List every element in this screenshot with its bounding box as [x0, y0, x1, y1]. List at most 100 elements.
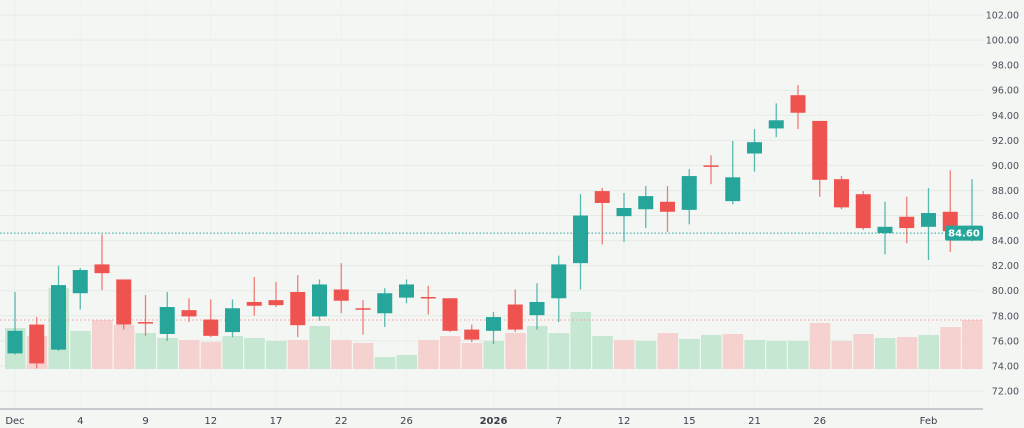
candle-body — [790, 95, 806, 113]
candle[interactable] — [921, 187, 936, 261]
x-tick-label: 26 — [813, 416, 826, 427]
candle[interactable] — [529, 283, 545, 330]
volume-bar — [853, 334, 874, 369]
volume-bar — [113, 325, 135, 369]
volume-bar — [200, 342, 222, 369]
volume-bar — [527, 326, 548, 369]
x-tick-label: 7 — [556, 416, 562, 427]
y-tick-label: 76.00 — [992, 336, 1019, 347]
volume-bar — [135, 333, 156, 369]
volume-bar — [722, 334, 744, 369]
candle[interactable] — [72, 268, 88, 310]
candle[interactable] — [312, 279, 327, 321]
candle-body — [681, 176, 697, 210]
x-tick-label: 4 — [77, 416, 83, 427]
volume-bar — [614, 340, 635, 369]
candle[interactable] — [877, 201, 893, 255]
volume-bar — [570, 312, 591, 369]
candle-body — [834, 179, 849, 208]
volume-bar — [266, 341, 287, 369]
x-tick-label: 21 — [748, 416, 761, 427]
candle-body — [464, 329, 480, 340]
x-tick-label: 17 — [270, 416, 283, 427]
candle[interactable] — [725, 140, 741, 205]
last-price-label-box — [945, 225, 983, 241]
volume-bar — [766, 341, 787, 369]
x-tick-label: 22 — [335, 416, 348, 427]
volume-bar — [70, 331, 91, 369]
candle-body — [420, 296, 436, 299]
candle[interactable] — [246, 276, 262, 316]
candle[interactable] — [333, 263, 349, 314]
candle[interactable] — [834, 176, 849, 210]
y-tick-label: 86.00 — [992, 211, 1019, 222]
candle[interactable] — [486, 312, 501, 344]
candle[interactable] — [203, 299, 219, 338]
volume-bar — [831, 341, 852, 369]
candle[interactable] — [855, 191, 871, 230]
x-tick-label: 12 — [204, 416, 217, 427]
candle[interactable] — [747, 129, 762, 172]
candle[interactable] — [399, 279, 414, 304]
volume-bar — [309, 326, 330, 369]
candle[interactable] — [138, 295, 153, 336]
candle-body — [507, 304, 523, 330]
y-tick-label: 80.00 — [992, 286, 1019, 297]
candle-body — [638, 196, 654, 210]
candle-body — [616, 208, 632, 217]
candle[interactable] — [290, 275, 306, 338]
candle[interactable] — [29, 317, 45, 369]
candle[interactable] — [790, 85, 806, 130]
candle[interactable] — [573, 194, 588, 290]
candle[interactable] — [225, 299, 240, 338]
candle[interactable] — [159, 291, 175, 341]
candle[interactable] — [899, 196, 915, 244]
candle[interactable] — [51, 265, 66, 351]
candle[interactable] — [660, 186, 675, 232]
volume-bar — [809, 323, 831, 369]
y-tick-label: 72.00 — [992, 386, 1019, 397]
candle[interactable] — [681, 169, 697, 225]
candle-body — [529, 302, 545, 316]
y-tick-label: 90.00 — [992, 161, 1019, 172]
candles — [7, 85, 980, 369]
candle-body — [225, 308, 240, 333]
candle[interactable] — [420, 285, 436, 315]
candle[interactable] — [442, 298, 458, 333]
volume-bar — [505, 333, 526, 369]
x-tick-label: 26 — [400, 416, 413, 427]
candle[interactable] — [594, 187, 610, 245]
candle-body — [312, 284, 327, 317]
candle[interactable] — [355, 300, 371, 335]
volume-bar — [701, 335, 722, 369]
last-price-label: 84.60 — [948, 229, 980, 240]
candle-body — [94, 264, 110, 274]
candle-body — [159, 307, 175, 334]
candle-body — [203, 319, 219, 336]
candle-body — [768, 120, 784, 129]
candle[interactable] — [812, 120, 828, 197]
price-axis[interactable]: 72.00 74.00 76.00 78.00 80.00 82.00 84.00 86.00… — [986, 11, 1019, 398]
candle[interactable] — [616, 192, 632, 242]
candle[interactable] — [507, 289, 523, 333]
candle[interactable] — [116, 279, 132, 330]
candle-body — [333, 289, 349, 301]
candle-body — [116, 279, 132, 325]
candle[interactable] — [7, 291, 23, 355]
candle[interactable] — [703, 155, 719, 185]
candle[interactable] — [638, 186, 654, 229]
candle[interactable] — [377, 288, 393, 328]
candle-body — [51, 285, 66, 350]
x-tick-label: 15 — [683, 416, 696, 427]
candle[interactable] — [181, 298, 197, 323]
candle[interactable] — [268, 281, 284, 308]
candle-body — [899, 216, 915, 229]
candle[interactable] — [464, 324, 480, 343]
candle[interactable] — [94, 234, 110, 291]
candle[interactable] — [768, 103, 784, 138]
y-tick-label: 82.00 — [992, 261, 1019, 272]
candle[interactable] — [551, 255, 567, 323]
time-axis[interactable]: Dec 4 9 12 17 22 26 2026 7 12 15 21 26 Feb — [5, 416, 937, 427]
volume-bar — [788, 341, 809, 369]
